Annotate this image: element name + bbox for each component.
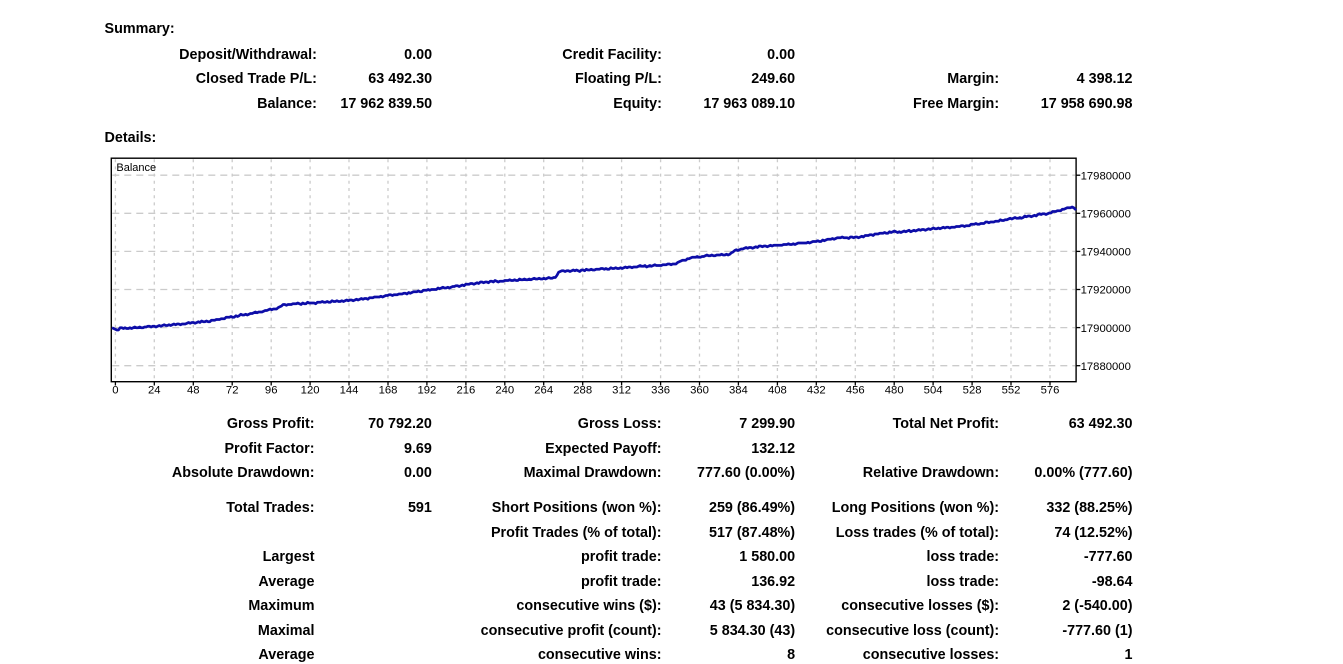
svg-text:192: 192 xyxy=(417,385,436,397)
svg-text:Balance: Balance xyxy=(116,162,156,174)
svg-text:480: 480 xyxy=(885,385,904,397)
svg-text:96: 96 xyxy=(265,385,278,397)
svg-text:24: 24 xyxy=(148,385,161,397)
svg-text:17940000: 17940000 xyxy=(1081,247,1131,259)
svg-text:432: 432 xyxy=(807,385,826,397)
svg-text:17980000: 17980000 xyxy=(1081,170,1131,182)
svg-text:120: 120 xyxy=(301,385,320,397)
svg-text:17920000: 17920000 xyxy=(1081,285,1131,297)
svg-text:216: 216 xyxy=(456,385,475,397)
svg-text:360: 360 xyxy=(690,385,709,397)
svg-text:384: 384 xyxy=(729,385,748,397)
svg-text:576: 576 xyxy=(1041,385,1060,397)
svg-text:456: 456 xyxy=(846,385,865,397)
svg-text:17900000: 17900000 xyxy=(1081,323,1131,335)
svg-text:0: 0 xyxy=(112,385,118,397)
svg-text:552: 552 xyxy=(1002,385,1021,397)
svg-text:312: 312 xyxy=(612,385,631,397)
svg-text:72: 72 xyxy=(226,385,239,397)
svg-text:168: 168 xyxy=(379,385,398,397)
svg-text:264: 264 xyxy=(534,385,553,397)
svg-text:408: 408 xyxy=(768,385,787,397)
svg-text:240: 240 xyxy=(495,385,514,397)
svg-text:48: 48 xyxy=(187,385,200,397)
svg-text:528: 528 xyxy=(963,385,982,397)
svg-text:336: 336 xyxy=(651,385,670,397)
svg-text:504: 504 xyxy=(924,385,943,397)
svg-text:288: 288 xyxy=(573,385,592,397)
svg-text:17880000: 17880000 xyxy=(1081,361,1131,373)
svg-text:144: 144 xyxy=(340,385,359,397)
svg-text:17960000: 17960000 xyxy=(1081,209,1131,221)
